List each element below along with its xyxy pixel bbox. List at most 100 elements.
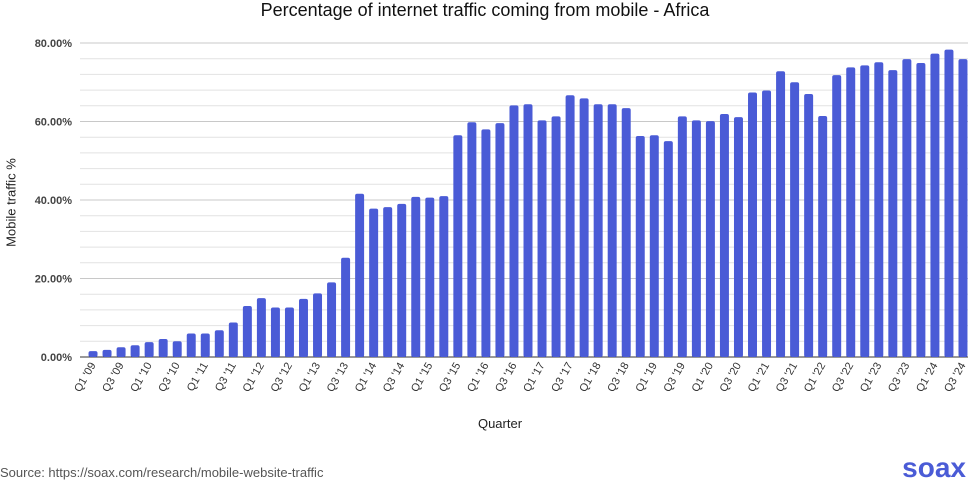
bar: [425, 197, 435, 357]
x-tick-label: Q3 '20: [718, 361, 744, 395]
bar: [256, 298, 266, 357]
bar: [116, 347, 126, 357]
bar: [818, 116, 828, 357]
y-tick-label: 20.00%: [35, 274, 73, 286]
bar: [341, 257, 351, 357]
x-tick-label: Q1 '18: [577, 361, 603, 395]
bar: [130, 345, 140, 357]
x-tick-label: Q1 '21: [746, 361, 772, 395]
soax-logo: soax: [902, 452, 966, 483]
bar: [411, 196, 421, 357]
bar: [860, 65, 870, 357]
bar: [313, 293, 323, 357]
bar: [705, 121, 715, 357]
bar: [579, 98, 589, 357]
x-tick-label: Q3 '12: [269, 361, 295, 395]
bar: [537, 120, 547, 357]
bar: [958, 59, 968, 357]
x-tick-label: Q1 '19: [633, 361, 659, 395]
x-tick-label: Q1 '16: [465, 361, 491, 395]
bar: [691, 120, 701, 357]
bar: [902, 59, 912, 357]
x-tick-label: Q3 '17: [549, 361, 575, 395]
bar: [439, 196, 449, 357]
x-tick-label: Q3 '13: [325, 361, 351, 395]
bar: [607, 104, 617, 357]
bar: [172, 341, 182, 357]
x-tick-label: Q1 '12: [241, 361, 267, 395]
y-tick-label: 80.00%: [35, 38, 73, 50]
bar: [565, 95, 575, 357]
bar: [467, 122, 477, 357]
y-tick-label: 60.00%: [35, 117, 73, 129]
x-tick-label: Q3 '09: [100, 361, 126, 395]
x-tick-label: Q3 '10: [156, 361, 182, 395]
x-tick-label: Q3 '21: [774, 361, 800, 395]
bar: [523, 104, 533, 357]
bar: [888, 70, 898, 358]
x-tick-label: Q3 '22: [830, 361, 856, 395]
bar: [509, 105, 519, 357]
y-tick-label: 40.00%: [35, 195, 73, 207]
x-tick-label: Q3 '14: [381, 361, 407, 395]
x-tick-label: Q1 '14: [353, 361, 379, 395]
bar: [242, 305, 252, 357]
bar: [930, 53, 940, 357]
chart-title: Percentage of internet traffic coming fr…: [260, 0, 710, 20]
bar: [383, 207, 393, 357]
bar: [874, 62, 884, 358]
bar: [369, 208, 379, 357]
bar: [621, 108, 631, 357]
bar: [832, 75, 842, 357]
bar: [158, 338, 168, 357]
bar: [663, 141, 673, 357]
bar: [200, 333, 210, 357]
bar: [299, 298, 308, 357]
bar: [790, 82, 800, 357]
bar: [733, 117, 743, 358]
x-tick-label: Q3 '16: [493, 361, 519, 395]
bar: [762, 90, 772, 358]
bar: [355, 193, 365, 357]
x-tick-label: Q3 '15: [437, 361, 463, 395]
bar: [649, 135, 659, 357]
bar: [635, 136, 645, 357]
bar: [102, 349, 112, 357]
bar: [916, 63, 926, 358]
bar: [228, 322, 238, 357]
bar: [214, 330, 224, 357]
bar: [453, 135, 463, 357]
bar: [397, 203, 407, 357]
x-tick-label: Q1 '22: [802, 361, 828, 395]
x-tick-label: Q1 '10: [128, 361, 154, 395]
y-tick-label: 0.00%: [41, 352, 72, 364]
bar: [144, 342, 154, 357]
bar: [481, 129, 491, 357]
x-tick-label: Q1 '23: [858, 361, 884, 395]
bar: [327, 282, 337, 357]
bar: [593, 104, 603, 357]
source-note: Source: https://soax.com/research/mobile…: [0, 465, 324, 480]
x-tick-label: Q3 '11: [213, 361, 239, 394]
bar: [719, 114, 729, 357]
x-tick-label: Q1 '24: [914, 361, 940, 395]
x-tick-label: Q1 '09: [72, 361, 98, 395]
bar: [804, 94, 814, 358]
x-tick-label: Q1 '15: [409, 361, 435, 395]
bar: [88, 351, 98, 357]
x-tick-label: Q1 '17: [521, 361, 547, 395]
x-tick-label: Q1 '13: [297, 361, 323, 395]
bar: [944, 49, 954, 358]
x-tick-label: Q1 '20: [690, 361, 716, 395]
bar: [551, 116, 561, 358]
bar: [495, 123, 505, 357]
x-tick-label: Q3 '19: [662, 361, 688, 395]
x-axis-label: Quarter: [477, 416, 523, 431]
bar: [677, 116, 687, 358]
x-tick-label: Q1 '11: [185, 361, 211, 394]
bar: [284, 307, 294, 357]
x-tick-label: Q3 '24: [942, 361, 968, 395]
bar: [186, 333, 196, 357]
bar: [846, 67, 856, 358]
